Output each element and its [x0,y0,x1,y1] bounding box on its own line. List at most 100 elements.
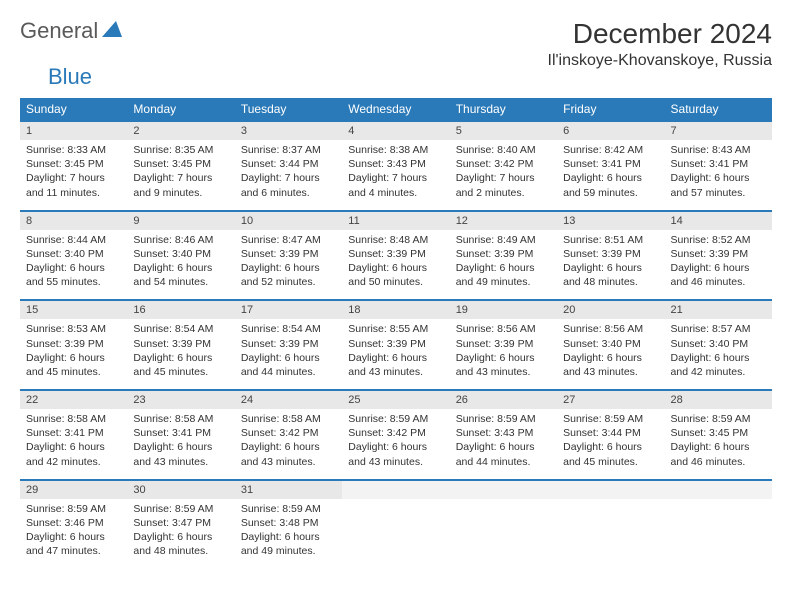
daylight-text: Daylight: 6 hours and 42 minutes. [671,351,766,379]
day-number-cell: 3 [235,121,342,140]
week-daynum-row: 1234567 [20,121,772,140]
week-daynum-row: 22232425262728 [20,390,772,409]
daylight-text: Daylight: 6 hours and 55 minutes. [26,261,121,289]
sunset-text: Sunset: 3:44 PM [241,157,336,171]
day-info-cell: Sunrise: 8:40 AMSunset: 3:42 PMDaylight:… [450,140,557,211]
daylight-text: Daylight: 7 hours and 11 minutes. [26,171,121,199]
sunrise-text: Sunrise: 8:56 AM [456,322,551,336]
daylight-text: Daylight: 6 hours and 49 minutes. [241,530,336,558]
day-info-cell: Sunrise: 8:58 AMSunset: 3:42 PMDaylight:… [235,409,342,480]
sunrise-text: Sunrise: 8:48 AM [348,233,443,247]
day-number-cell [450,480,557,499]
daylight-text: Daylight: 6 hours and 48 minutes. [133,530,228,558]
daylight-text: Daylight: 6 hours and 54 minutes. [133,261,228,289]
dayhead-mon: Monday [127,98,234,121]
sunset-text: Sunset: 3:46 PM [26,516,121,530]
daylight-text: Daylight: 6 hours and 57 minutes. [671,171,766,199]
sunset-text: Sunset: 3:39 PM [671,247,766,261]
sunset-text: Sunset: 3:39 PM [456,247,551,261]
day-number-cell: 26 [450,390,557,409]
sunrise-text: Sunrise: 8:59 AM [456,412,551,426]
daylight-text: Daylight: 6 hours and 43 minutes. [133,440,228,468]
sunset-text: Sunset: 3:45 PM [26,157,121,171]
daylight-text: Daylight: 7 hours and 2 minutes. [456,171,551,199]
header: General December 2024 Il'inskoye-Khovans… [20,18,772,70]
day-info-cell: Sunrise: 8:46 AMSunset: 3:40 PMDaylight:… [127,230,234,301]
dayhead-tue: Tuesday [235,98,342,121]
sunset-text: Sunset: 3:45 PM [133,157,228,171]
sunset-text: Sunset: 3:40 PM [133,247,228,261]
day-info-cell: Sunrise: 8:56 AMSunset: 3:39 PMDaylight:… [450,319,557,390]
day-number-cell: 1 [20,121,127,140]
logo-text-blue: Blue [48,64,92,89]
day-number-cell: 2 [127,121,234,140]
daylight-text: Daylight: 6 hours and 42 minutes. [26,440,121,468]
week-info-row: Sunrise: 8:59 AMSunset: 3:46 PMDaylight:… [20,499,772,569]
sunrise-text: Sunrise: 8:38 AM [348,143,443,157]
day-info-cell: Sunrise: 8:44 AMSunset: 3:40 PMDaylight:… [20,230,127,301]
title-block: December 2024 Il'inskoye-Khovanskoye, Ru… [548,18,773,70]
day-info-cell: Sunrise: 8:42 AMSunset: 3:41 PMDaylight:… [557,140,664,211]
day-number-cell [557,480,664,499]
sunset-text: Sunset: 3:39 PM [241,247,336,261]
sunrise-text: Sunrise: 8:59 AM [348,412,443,426]
day-info-cell: Sunrise: 8:59 AMSunset: 3:45 PMDaylight:… [665,409,772,480]
day-number-cell: 16 [127,300,234,319]
sunrise-text: Sunrise: 8:47 AM [241,233,336,247]
dayhead-sun: Sunday [20,98,127,121]
day-info-cell: Sunrise: 8:56 AMSunset: 3:40 PMDaylight:… [557,319,664,390]
day-number-cell: 15 [20,300,127,319]
day-info-cell: Sunrise: 8:59 AMSunset: 3:44 PMDaylight:… [557,409,664,480]
day-info-cell: Sunrise: 8:49 AMSunset: 3:39 PMDaylight:… [450,230,557,301]
day-number-cell: 13 [557,211,664,230]
day-info-cell: Sunrise: 8:48 AMSunset: 3:39 PMDaylight:… [342,230,449,301]
logo-triangle-icon [102,21,122,42]
week-info-row: Sunrise: 8:44 AMSunset: 3:40 PMDaylight:… [20,230,772,301]
logo-text-general: General [20,18,98,44]
daylight-text: Daylight: 6 hours and 48 minutes. [563,261,658,289]
day-info-cell [342,499,449,569]
day-info-cell [450,499,557,569]
daylight-text: Daylight: 6 hours and 49 minutes. [456,261,551,289]
sunset-text: Sunset: 3:47 PM [133,516,228,530]
daylight-text: Daylight: 6 hours and 44 minutes. [456,440,551,468]
day-info-cell: Sunrise: 8:43 AMSunset: 3:41 PMDaylight:… [665,140,772,211]
day-number-cell: 17 [235,300,342,319]
day-number-cell: 9 [127,211,234,230]
day-number-cell: 29 [20,480,127,499]
logo: General [20,18,124,44]
sunrise-text: Sunrise: 8:40 AM [456,143,551,157]
day-number-cell: 24 [235,390,342,409]
sunset-text: Sunset: 3:43 PM [456,426,551,440]
sunset-text: Sunset: 3:39 PM [133,337,228,351]
daylight-text: Daylight: 6 hours and 44 minutes. [241,351,336,379]
sunrise-text: Sunrise: 8:59 AM [241,502,336,516]
week-daynum-row: 891011121314 [20,211,772,230]
sunset-text: Sunset: 3:39 PM [26,337,121,351]
sunset-text: Sunset: 3:42 PM [241,426,336,440]
sunrise-text: Sunrise: 8:44 AM [26,233,121,247]
day-number-cell: 23 [127,390,234,409]
sunset-text: Sunset: 3:48 PM [241,516,336,530]
dayhead-wed: Wednesday [342,98,449,121]
daylight-text: Daylight: 6 hours and 47 minutes. [26,530,121,558]
daylight-text: Daylight: 6 hours and 43 minutes. [456,351,551,379]
day-info-cell: Sunrise: 8:58 AMSunset: 3:41 PMDaylight:… [127,409,234,480]
day-number-cell: 12 [450,211,557,230]
sunrise-text: Sunrise: 8:37 AM [241,143,336,157]
daylight-text: Daylight: 6 hours and 46 minutes. [671,440,766,468]
sunset-text: Sunset: 3:39 PM [348,337,443,351]
sunset-text: Sunset: 3:39 PM [348,247,443,261]
day-number-cell: 27 [557,390,664,409]
week-info-row: Sunrise: 8:33 AMSunset: 3:45 PMDaylight:… [20,140,772,211]
day-number-cell [342,480,449,499]
week-info-row: Sunrise: 8:53 AMSunset: 3:39 PMDaylight:… [20,319,772,390]
daylight-text: Daylight: 6 hours and 43 minutes. [348,440,443,468]
day-number-cell: 6 [557,121,664,140]
sunset-text: Sunset: 3:41 PM [671,157,766,171]
sunset-text: Sunset: 3:41 PM [26,426,121,440]
sunrise-text: Sunrise: 8:33 AM [26,143,121,157]
dayhead-thu: Thursday [450,98,557,121]
sunrise-text: Sunrise: 8:53 AM [26,322,121,336]
day-info-cell: Sunrise: 8:35 AMSunset: 3:45 PMDaylight:… [127,140,234,211]
